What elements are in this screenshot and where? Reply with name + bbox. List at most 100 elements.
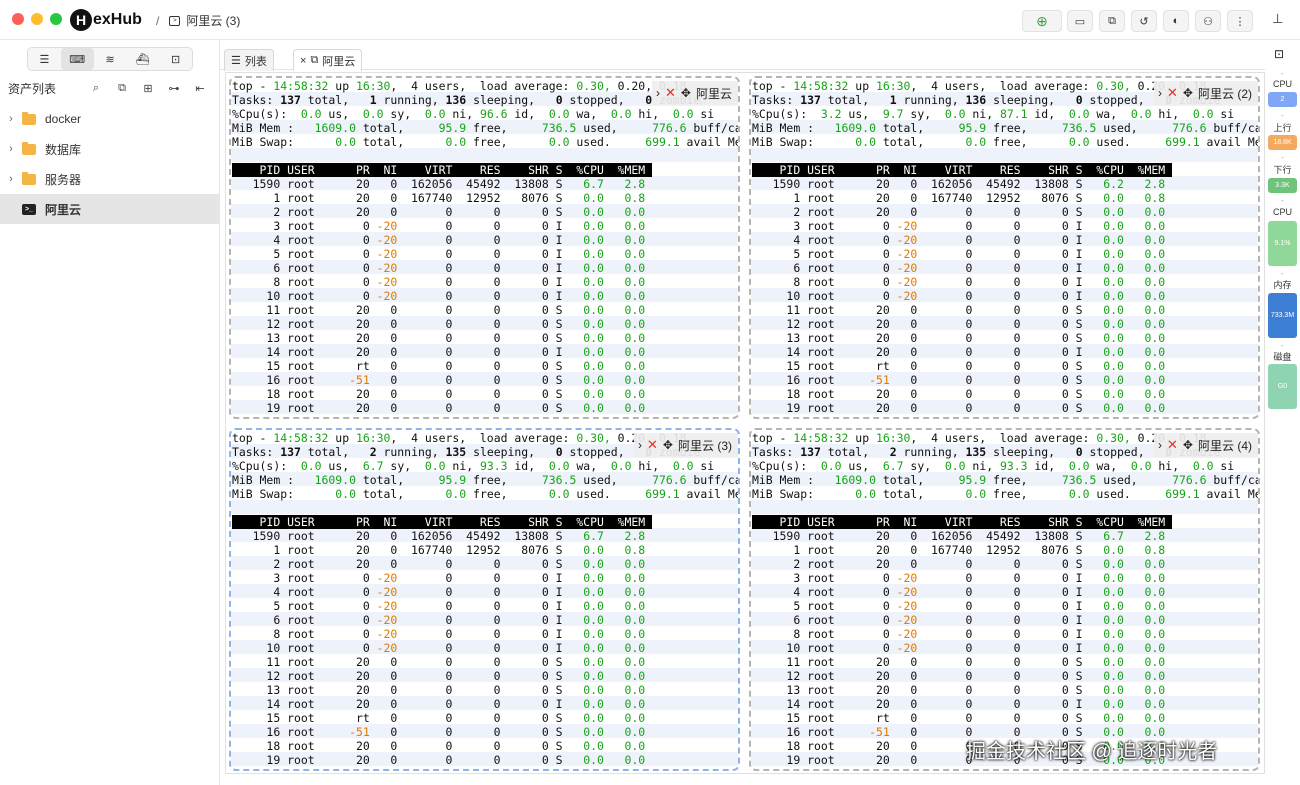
list-icon[interactable]: ☰ [39, 53, 50, 66]
download-label: 下行 [1273, 165, 1292, 175]
terminal-icon[interactable]: ⌨ [60, 48, 94, 70]
tab-bar: ☰ 列表 × ⧉ 阿里云 [220, 40, 1265, 71]
folder-icon [22, 171, 36, 185]
user-icon[interactable]: ⚇ [1195, 10, 1221, 32]
pin-icon[interactable]: ⊥ [1272, 11, 1284, 26]
close-icon[interactable]: ✕ [1167, 85, 1178, 100]
breadcrumb-current: 阿里云 (3) [186, 14, 241, 28]
maximize-window-button[interactable] [50, 13, 62, 25]
terminal-icon[interactable]: ⊡ [1274, 47, 1285, 61]
memory-bar: 733.3M [1268, 293, 1297, 338]
chevron-right-icon: › [9, 113, 13, 125]
tree-item-database[interactable]: › 数据库 [0, 134, 219, 164]
terminal-grid: top - 14:58:32 up 16:30, 4 users, load a… [225, 72, 1265, 774]
pane-title: 阿里云 (4) [1197, 438, 1252, 453]
move-icon[interactable]: ✥ [662, 438, 673, 452]
breadcrumb-separator: / [156, 13, 160, 28]
link-icon[interactable]: ⊶ [168, 82, 180, 95]
tree-item-docker[interactable]: › docker [0, 104, 219, 134]
pane-toolbar: › ✕ ✥ 阿里云 (4) [1154, 433, 1258, 457]
terminal-icon: > [169, 15, 181, 26]
terminal-output[interactable]: top - 14:58:32 up 16:30, 4 users, load a… [751, 430, 1258, 767]
close-icon[interactable]: ✕ [1167, 437, 1178, 452]
cpu-cores-badge: 2 [1268, 92, 1297, 107]
resource-monitor: ⊡ - CPU 2 - 上行 18.8K - 下行 3.3K - CPU 9.1… [1265, 40, 1300, 785]
tree-item-servers[interactable]: › 服务器 [0, 164, 219, 194]
close-icon[interactable]: ✕ [647, 437, 658, 452]
window-icon: ⧉ [310, 54, 319, 66]
copy-icon[interactable]: ⧉ [118, 81, 126, 94]
terminal-output[interactable]: top - 14:58:32 up 16:30, 4 users, load a… [231, 430, 738, 767]
terminal-output[interactable]: top - 14:58:32 up 16:30, 4 users, load a… [751, 78, 1258, 415]
upload-value: 18.8K [1268, 135, 1297, 150]
tree-item-label: 数据库 [45, 142, 82, 157]
close-icon[interactable]: × [300, 54, 307, 67]
terminal-output[interactable]: top - 14:58:32 up 16:30, 4 users, load a… [231, 78, 738, 415]
pane-title: 阿里云 [695, 86, 732, 101]
folder-plus-icon[interactable]: ⊞ [143, 82, 153, 95]
theme-icon[interactable]: ◐ [1163, 10, 1189, 32]
tick: - [1281, 341, 1284, 350]
pane-title: 阿里云 (2) [1197, 86, 1252, 101]
terminal-pane[interactable]: top - 14:58:32 up 16:30, 4 users, load a… [749, 428, 1260, 771]
list-icon: ☰ [231, 55, 241, 67]
upload-label: 上行 [1273, 123, 1292, 133]
plus-circle-icon[interactable]: ⊕ [1022, 10, 1062, 32]
terminal-pane[interactable]: top - 14:58:32 up 16:30, 4 users, load a… [229, 428, 740, 771]
search-icon[interactable]: ⌕ [92, 81, 100, 94]
tree-item-label: 阿里云 [45, 202, 82, 217]
history-icon[interactable]: ↺ [1131, 10, 1157, 32]
chevron-right-icon[interactable]: › [1158, 438, 1163, 452]
cpu-label: CPU [1272, 79, 1292, 89]
folder-sync-icon[interactable]: ⧉ [1099, 10, 1125, 32]
sidebar: ☰ ⌨ ≋ ⛴ ⊡ 资产列表 ⌕ ⧉ ⊞ ⊶ ⇤ › docker › 数据库 › 服… [0, 40, 220, 785]
download-value: 3.3K [1268, 178, 1297, 193]
tab-label: 阿里云 [322, 55, 356, 68]
folder-icon [22, 141, 36, 155]
logo-mark: H [70, 9, 92, 31]
remote-desktop-icon[interactable]: ⊡ [170, 53, 181, 66]
tick: - [1281, 196, 1284, 205]
tick: - [1281, 269, 1284, 278]
chevron-right-icon[interactable]: › [656, 86, 661, 100]
tick: - [1281, 111, 1284, 120]
docker-icon[interactable]: ⛴ [135, 53, 150, 66]
close-icon[interactable]: ✕ [665, 85, 676, 100]
chevron-right-icon[interactable]: › [638, 438, 643, 452]
pane-toolbar: › ✕ ✥ 阿里云 [652, 81, 738, 105]
minimize-window-button[interactable] [31, 13, 43, 25]
chevron-right-icon: › [9, 173, 13, 185]
memory-label: 内存 [1273, 280, 1292, 290]
logo-text: exHub [93, 11, 142, 28]
move-icon[interactable]: ✥ [1182, 86, 1193, 100]
watermark: 掘金技术社区 @ 追逐时光者 [966, 741, 1218, 763]
close-window-button[interactable] [12, 13, 24, 25]
tick: - [1281, 69, 1284, 78]
database-icon[interactable]: ≋ [105, 53, 115, 66]
pane-toolbar: › ✕ ✥ 阿里云 (2) [1154, 81, 1258, 105]
tree-item-label: docker [45, 112, 82, 126]
sidebar-tabs: ☰ ⌨ ≋ ⛴ ⊡ [27, 47, 193, 71]
move-icon[interactable]: ✥ [680, 86, 691, 100]
cpu-usage-label: CPU [1272, 207, 1292, 217]
terminal-pane[interactable]: top - 14:58:32 up 16:30, 4 users, load a… [229, 76, 740, 419]
monitor-icon[interactable]: ▭ [1067, 10, 1093, 32]
tree-item-label: 服务器 [45, 172, 82, 187]
tab-aliyun[interactable]: × ⧉ 阿里云 [293, 49, 363, 71]
breadcrumb: / > 阿里云 (3) [156, 12, 240, 29]
pane-toolbar: › ✕ ✥ 阿里云 (3) [634, 433, 738, 457]
tab-list[interactable]: ☰ 列表 [224, 49, 274, 71]
disk-label: 磁盘 [1273, 352, 1292, 362]
terminal-pane[interactable]: top - 14:58:32 up 16:30, 4 users, load a… [749, 76, 1260, 419]
collapse-icon[interactable]: ⇤ [195, 82, 205, 95]
chevron-right-icon: › [9, 143, 13, 155]
chevron-right-icon[interactable]: › [1158, 86, 1163, 100]
move-icon[interactable]: ✥ [1182, 438, 1193, 452]
folder-icon [22, 111, 36, 125]
more-vertical-icon[interactable]: ⋮ [1227, 10, 1253, 32]
tree-item-aliyun[interactable]: >_ 阿里云 [0, 194, 219, 224]
tick: - [1281, 153, 1284, 162]
asset-list-title: 资产列表 [8, 81, 57, 96]
